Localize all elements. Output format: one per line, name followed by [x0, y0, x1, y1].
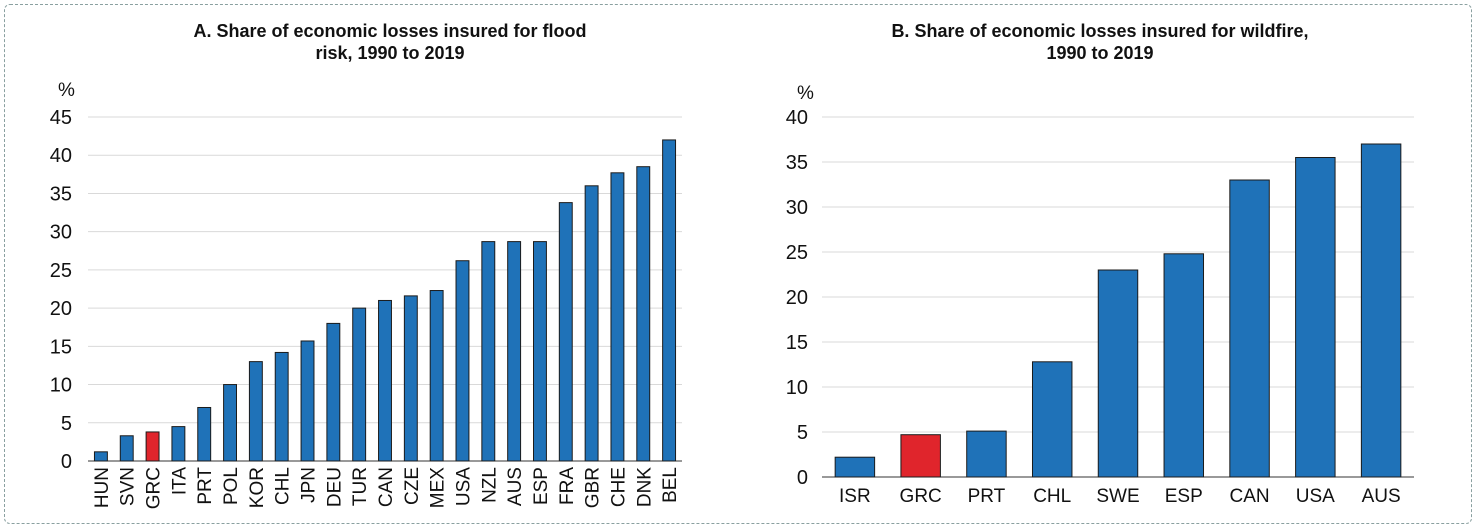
flood-xtick-label: POL	[221, 467, 242, 505]
wildfire-xtick-label: GRC	[900, 486, 942, 507]
wildfire-bar-usa	[1295, 157, 1336, 478]
flood-xtick-label: CHL	[273, 467, 294, 505]
flood-bar-fra	[558, 202, 573, 462]
wildfire-xtick-label: CAN	[1229, 486, 1269, 507]
wildfire-ytick-label: 30	[786, 197, 808, 219]
panel-b-title-line2: 1990 to 2019	[1046, 43, 1154, 63]
panel-b-title-line1: B. Share of economic losses insured for …	[891, 21, 1309, 41]
flood-ytick-label: 35	[50, 183, 72, 205]
wildfire-xtick-label: ESP	[1165, 486, 1203, 507]
flood-xtick-label: CZE	[402, 467, 423, 505]
flood-bar-nzl	[481, 241, 496, 462]
figure-frame	[4, 4, 1472, 524]
flood-bar-che	[610, 172, 625, 462]
flood-bar-tur	[352, 307, 367, 462]
flood-bar-usa	[455, 260, 470, 462]
wildfire-ytick-label: 0	[797, 467, 808, 489]
flood-ytick-label: 30	[50, 222, 72, 244]
flood-bar-can	[378, 299, 392, 462]
panel-a-title-line2: risk, 1990 to 2019	[315, 43, 465, 63]
flood-xtick-label: ESP	[531, 467, 552, 505]
flood-xtick-label: BEL	[660, 467, 681, 503]
flood-xtick-label: JPN	[299, 467, 320, 503]
wildfire-bar-isr	[834, 456, 876, 478]
flood-xtick-label: FRA	[557, 467, 578, 505]
flood-ytick-label: 20	[50, 298, 72, 320]
wildfire-bar-esp	[1163, 253, 1205, 478]
wildfire-xtick-label: ISR	[839, 486, 871, 507]
wildfire-bar-chl	[1031, 361, 1073, 478]
wildfire-bar-can	[1229, 179, 1270, 478]
flood-bar-hun	[93, 451, 108, 462]
flood-ytick-label: 0	[61, 451, 72, 473]
flood-xtick-label: GBR	[583, 467, 604, 508]
wildfire-ytick-label: 35	[786, 152, 808, 174]
flood-xtick-label: AUS	[505, 467, 526, 506]
flood-xtick-label: NZL	[479, 467, 500, 503]
flood-xtick-label: SVN	[118, 467, 139, 506]
flood-xtick-label: ITA	[169, 467, 190, 495]
flood-bar-svn	[119, 435, 134, 462]
flood-xtick-label: MEX	[428, 467, 449, 509]
flood-bar-grc	[145, 431, 160, 462]
wildfire-xtick-label: USA	[1296, 486, 1335, 507]
flood-ytick-label: 15	[50, 336, 72, 358]
flood-xtick-label: GRC	[144, 467, 165, 509]
flood-bar-gbr	[584, 185, 599, 462]
wildfire-ytick-label: 40	[786, 107, 808, 129]
flood-xtick-label: DEU	[324, 467, 345, 507]
flood-ytick-label: 45	[50, 107, 72, 129]
flood-xtick-label: PRT	[195, 467, 216, 505]
flood-bar-kor	[248, 361, 263, 462]
wildfire-xtick-label: AUS	[1362, 486, 1401, 507]
panel-b-title: B. Share of economic losses insured for …	[760, 20, 1440, 64]
flood-xtick-label: CAN	[376, 467, 397, 507]
flood-xtick-label: TUR	[350, 467, 371, 506]
flood-bar-ita	[171, 426, 186, 462]
wildfire-bar-grc	[900, 434, 941, 478]
flood-bar-pol	[223, 384, 238, 462]
flood-xtick-label: KOR	[247, 467, 268, 508]
wildfire-bar-swe	[1097, 269, 1139, 478]
panel-a-title: A. Share of economic losses insured for …	[40, 20, 740, 64]
wildfire-ytick-label: 15	[786, 332, 808, 354]
panel-a-title-line1: A. Share of economic losses insured for …	[193, 21, 587, 41]
flood-ytick-label: 5	[61, 413, 72, 435]
flood-bar-prt	[197, 406, 212, 462]
wildfire-ylabel: %	[797, 83, 814, 104]
wildfire-ytick-label: 20	[786, 287, 808, 309]
wildfire-xtick-label: SWE	[1096, 486, 1139, 507]
flood-ytick-label: 10	[50, 375, 72, 397]
flood-ytick-label: 40	[50, 145, 72, 167]
wildfire-bar-prt	[966, 430, 1007, 478]
flood-bar-cze	[403, 295, 418, 462]
flood-xtick-label: USA	[453, 467, 474, 506]
flood-bar-bel	[662, 139, 677, 462]
flood-bar-aus	[507, 241, 522, 462]
wildfire-ytick-label: 25	[786, 242, 808, 264]
flood-bar-jpn	[300, 340, 315, 462]
wildfire-xtick-label: PRT	[968, 486, 1006, 507]
flood-bar-mex	[429, 290, 444, 462]
flood-ylabel: %	[58, 80, 75, 101]
flood-ytick-label: 25	[50, 260, 72, 282]
wildfire-bar-aus	[1360, 143, 1402, 478]
wildfire-ytick-label: 5	[797, 422, 808, 444]
flood-bar-dnk	[636, 166, 651, 462]
flood-xtick-label: CHE	[608, 467, 629, 507]
wildfire-ytick-label: 10	[786, 377, 808, 399]
wildfire-xtick-label: CHL	[1033, 486, 1071, 507]
flood-bar-chl	[274, 351, 289, 462]
flood-bar-esp	[533, 241, 547, 462]
flood-xtick-label: HUN	[92, 467, 113, 508]
flood-xtick-label: DNK	[634, 467, 655, 507]
flood-bar-deu	[326, 322, 341, 462]
